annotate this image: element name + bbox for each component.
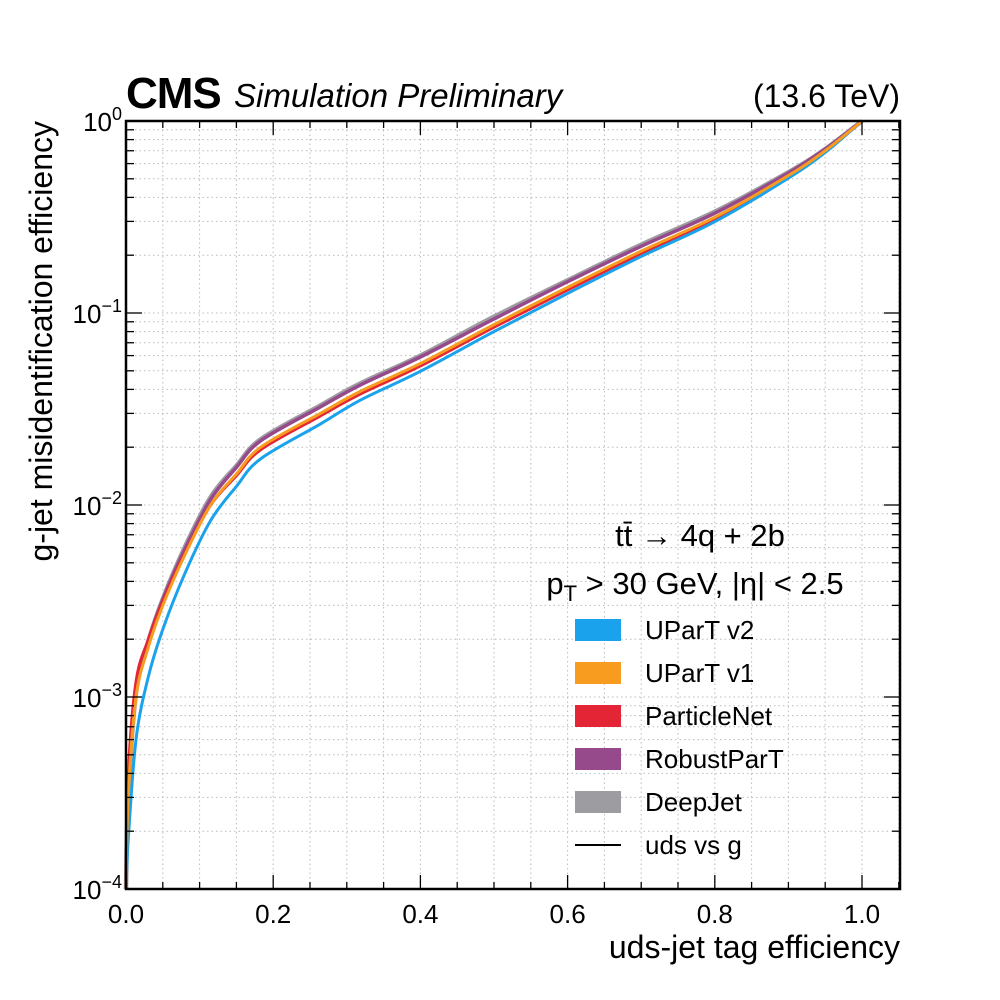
y-tick-base: 10 — [73, 683, 102, 713]
x-tick-label: 0.0 — [108, 899, 144, 929]
legend-swatch — [575, 748, 621, 770]
ticks — [125, 121, 900, 890]
energy-label: (13.6 TeV) — [753, 78, 900, 114]
legend-item: ParticleNet — [575, 701, 773, 731]
legend-label: uds vs g — [645, 830, 742, 860]
x-axis-label: uds-jet tag efficiency — [609, 929, 900, 965]
y-tick-base: 10 — [73, 491, 102, 521]
grid — [125, 120, 900, 889]
cuts-text: > 30 GeV, |η| < 2.5 — [577, 566, 844, 601]
plot-frame — [124, 119, 902, 891]
pt-symbol: p — [546, 566, 563, 601]
legend: UParT v2 UParT v1 ParticleNet RobustParT Dee… — [575, 615, 784, 860]
curve-particlenet — [124, 119, 863, 890]
y-tick-exponent: −1 — [101, 296, 122, 316]
legend-label: DeepJet — [645, 787, 743, 817]
process-annotation: tt̄ → 4q + 2b — [615, 518, 785, 553]
y-tick-label: 100 — [83, 104, 122, 137]
cms-label: CMS — [126, 69, 221, 118]
x-tick-label: 0.6 — [550, 899, 586, 929]
y-tick-base: 10 — [83, 107, 112, 137]
y-tick-label: 10−1 — [73, 296, 122, 329]
legend-label: ParticleNet — [645, 701, 773, 731]
y-axis-label: g-jet misidentification efficiency — [23, 121, 59, 562]
legend-item: RobustParT — [575, 744, 784, 774]
legend-label: UParT v1 — [645, 658, 754, 688]
legend-swatch — [575, 705, 621, 727]
legend-swatch — [575, 662, 621, 684]
legend-swatch — [575, 619, 621, 641]
legend-item: DeepJet — [575, 787, 743, 817]
x-tick-label: 0.2 — [255, 899, 291, 929]
curve-upart-v1 — [124, 119, 863, 890]
legend-item: UParT v2 — [575, 615, 754, 645]
y-tick-exponent: −3 — [101, 680, 122, 700]
y-tick-exponent: −2 — [101, 488, 122, 508]
legend-item: uds vs g — [575, 830, 742, 860]
y-tick-label: 10−2 — [73, 488, 122, 521]
legend-label: RobustParT — [645, 744, 784, 774]
y-tick-label: 10−4 — [73, 872, 122, 905]
legend-label: UParT v2 — [645, 615, 754, 645]
pt-subscript: T — [564, 581, 577, 606]
status-label: Simulation Preliminary — [234, 77, 565, 114]
curves — [123, 119, 864, 890]
y-tick-exponent: 0 — [112, 104, 122, 124]
x-tick-label: 0.8 — [697, 899, 733, 929]
curve-upart-v2 — [124, 119, 863, 890]
y-tick-base: 10 — [73, 299, 102, 329]
y-tick-base: 10 — [73, 875, 102, 905]
x-tick-label: 1.0 — [844, 899, 880, 929]
x-tick-label: 0.4 — [402, 899, 438, 929]
legend-item: UParT v1 — [575, 658, 754, 688]
legend-swatch — [575, 791, 621, 813]
y-tick-label: 10−3 — [73, 680, 122, 713]
cuts-annotation: pT > 30 GeV, |η| < 2.5 — [546, 566, 843, 606]
y-tick-exponent: −4 — [101, 872, 122, 892]
